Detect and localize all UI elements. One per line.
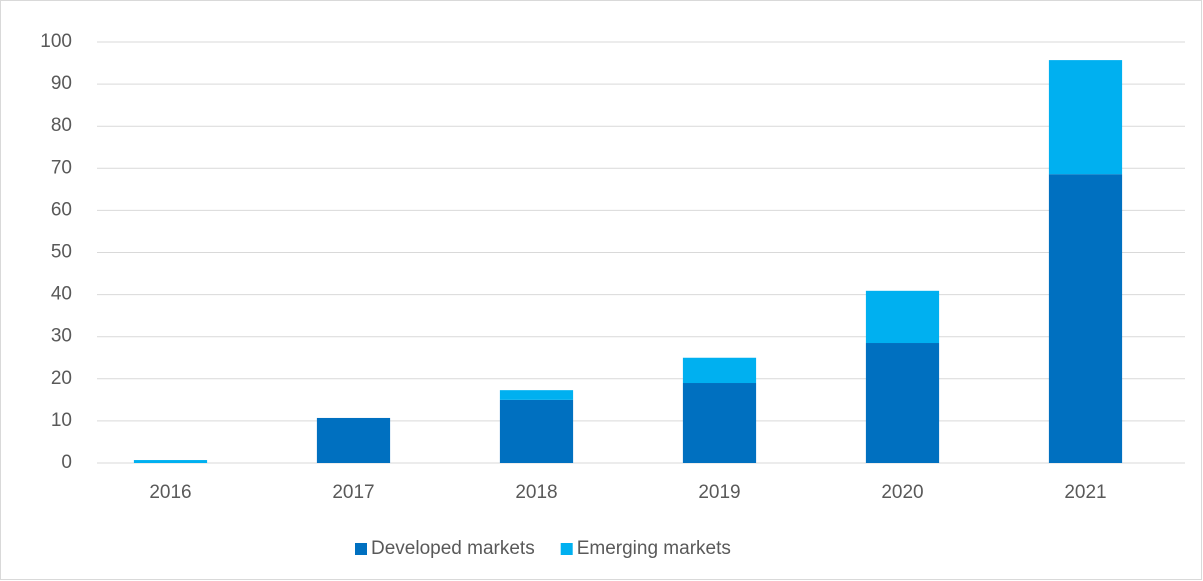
bar-segment <box>1048 60 1123 175</box>
y-tick-label: 0 <box>61 452 72 473</box>
x-tick-label: 2020 <box>881 482 923 503</box>
legend-label: Developed markets <box>371 538 535 559</box>
bar-segment <box>682 383 757 463</box>
bar-segment <box>316 417 391 463</box>
x-tick-label: 2019 <box>698 482 740 503</box>
bar-segment <box>1048 174 1123 463</box>
legend-label: Emerging markets <box>577 538 731 559</box>
y-tick-label: 80 <box>51 115 72 136</box>
legend-swatch <box>355 543 367 555</box>
y-tick-label: 40 <box>51 284 72 305</box>
x-tick-label: 2017 <box>332 482 374 503</box>
y-tick-label: 10 <box>51 410 72 431</box>
y-tick-label: 100 <box>40 31 72 52</box>
bar-segment <box>865 290 940 344</box>
x-tick-label: 2016 <box>149 482 191 503</box>
bar-segment <box>499 390 574 400</box>
y-tick-label: 20 <box>51 368 72 389</box>
y-tick-label: 30 <box>51 326 72 347</box>
x-tick-label: 2021 <box>1064 482 1106 503</box>
legend-swatch <box>560 543 573 555</box>
y-tick-label: 50 <box>51 242 72 263</box>
bar-segment <box>133 460 208 463</box>
bar-segment <box>499 399 574 463</box>
bar-segment <box>865 343 940 463</box>
y-tick-label: 60 <box>51 199 72 220</box>
bar-segment <box>682 357 757 384</box>
y-tick-label: 90 <box>51 73 72 94</box>
y-tick-label: 70 <box>51 157 72 178</box>
x-tick-label: 2018 <box>515 482 557 503</box>
